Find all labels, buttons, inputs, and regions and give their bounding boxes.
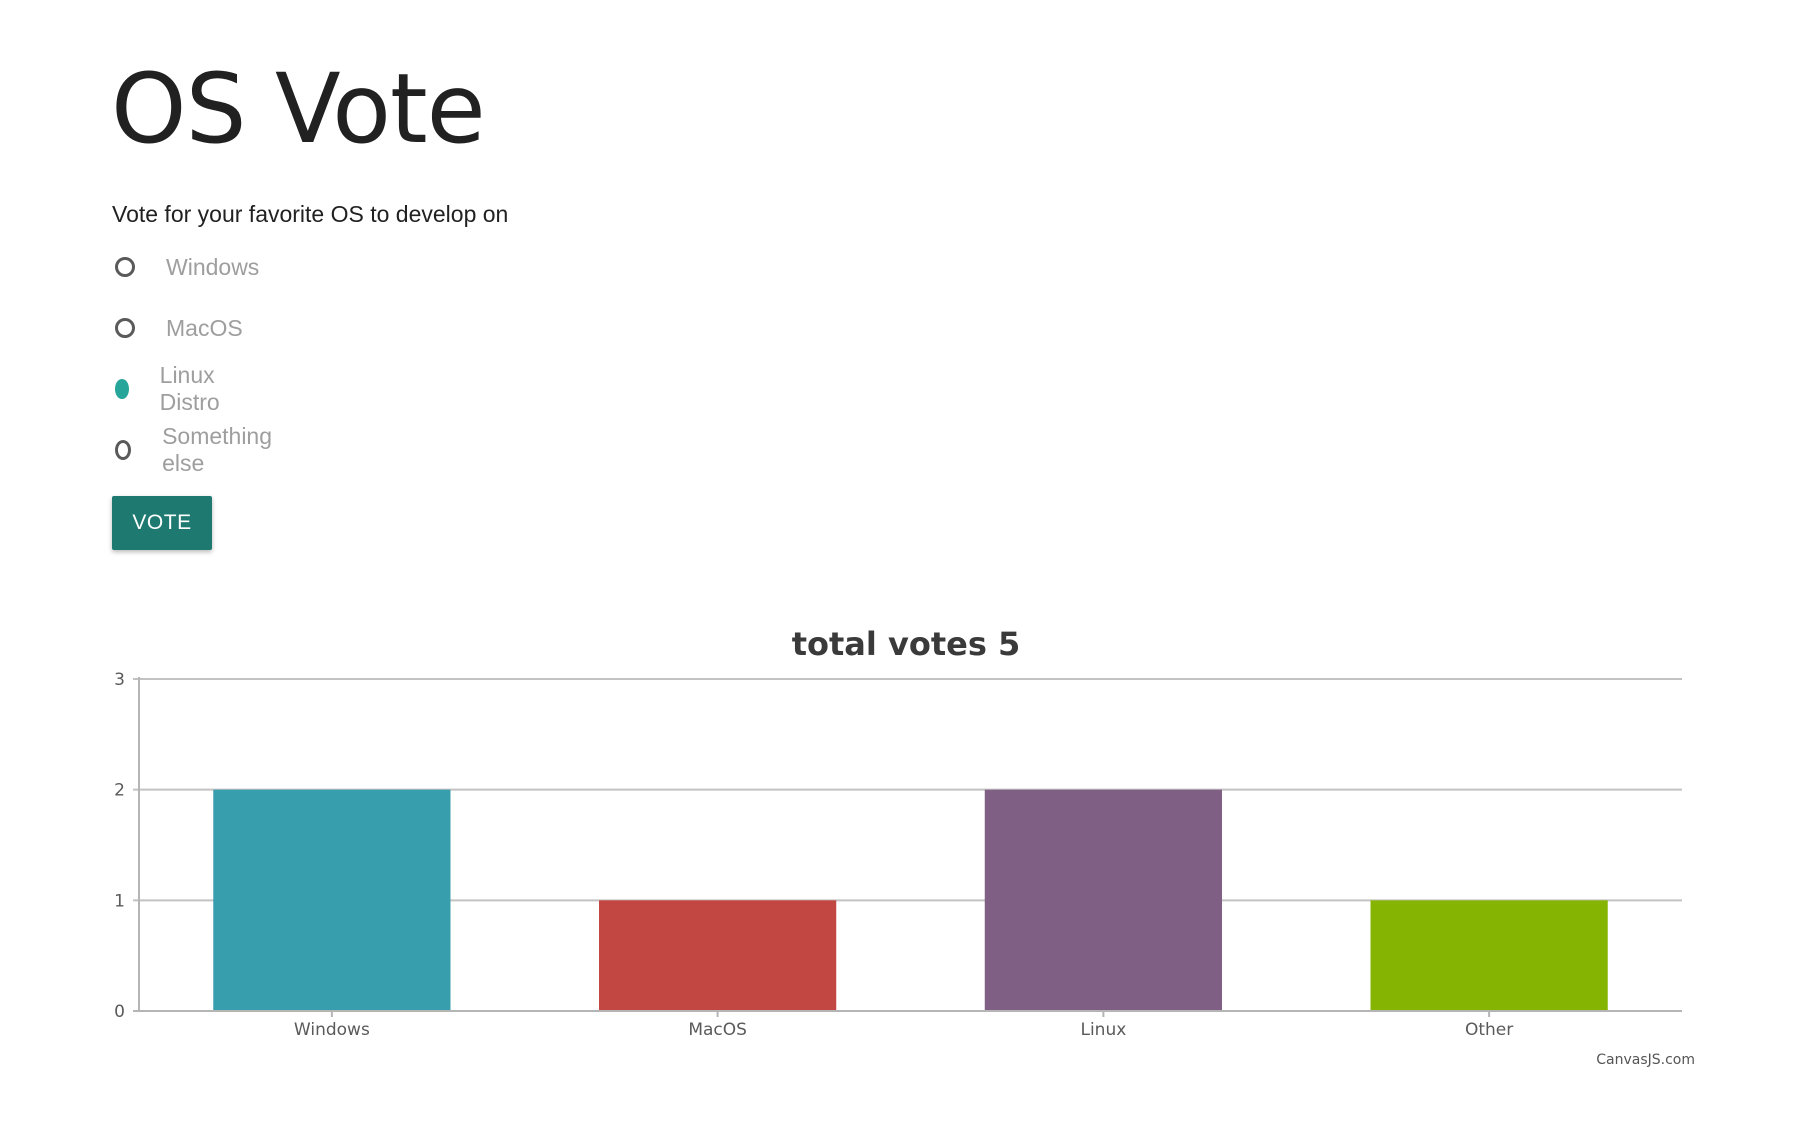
option-label-something-else: Something else [162, 423, 273, 476]
option-label-macos: MacOS [166, 314, 243, 341]
votes-chart: total votes 5 0 1 2 3 Windows MacOS Linux Other… [95, 605, 1695, 1085]
vote-prompt: Vote for your favorite OS to develop on [112, 201, 509, 227]
chart-bars [213, 789, 1608, 1011]
y-tick-label: 2 [114, 781, 125, 801]
chart-title: total votes 5 [792, 625, 1021, 663]
x-category-label: Windows [294, 1020, 370, 1040]
radio-windows[interactable] [115, 257, 135, 277]
bar-other [1370, 900, 1608, 1011]
y-tick-label: 1 [114, 891, 125, 911]
votes-chart-svg: total votes 5 0 1 2 3 Windows MacOS Linux Other… [114, 625, 1695, 1068]
y-tick-label: 3 [114, 670, 125, 690]
bar-windows [213, 789, 451, 1011]
y-tick-label: 0 [114, 1002, 125, 1022]
radio-something-else[interactable] [115, 440, 132, 460]
radio-macos[interactable] [115, 318, 135, 338]
option-windows[interactable]: Windows [115, 250, 259, 284]
option-something-else[interactable]: Something else [115, 423, 276, 476]
option-linux-distro[interactable]: Linux Distro [115, 362, 226, 415]
chart-labels: 0 1 2 3 Windows MacOS Linux Other [114, 670, 1513, 1040]
chart-axes [133, 677, 1682, 1017]
x-category-label: MacOS [688, 1020, 747, 1040]
option-label-linux-distro: Linux Distro [159, 362, 220, 415]
option-label-windows: Windows [166, 253, 260, 280]
radio-linux-distro[interactable] [115, 379, 129, 399]
bar-macos [599, 900, 837, 1011]
page-title: OS Vote [111, 53, 486, 165]
x-category-label: Other [1465, 1020, 1513, 1040]
vote-button[interactable]: VOTE [112, 496, 212, 550]
bar-linux [984, 789, 1222, 1011]
x-category-label: Linux [1080, 1020, 1126, 1040]
chart-credit: CanvasJS.com [1596, 1052, 1695, 1068]
option-macos[interactable]: MacOS [115, 311, 243, 345]
